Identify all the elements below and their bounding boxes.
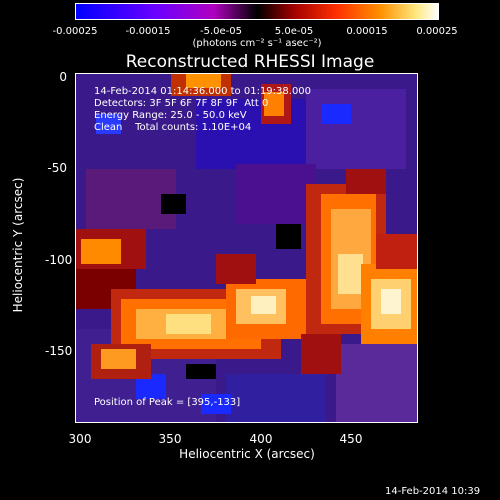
y-tick: -100: [45, 253, 73, 267]
clean-counts-label: Clean Total counts: 1.10E+04: [94, 122, 252, 133]
y-tick: -50: [47, 161, 67, 175]
plot-timestamp: 14-Feb-2014 10:39: [385, 486, 481, 497]
x-axis-label: Heliocentric X (arcsec): [179, 447, 315, 461]
rhessi-image-map: [76, 74, 417, 422]
x-tick: 300: [68, 432, 92, 446]
energy-range-label: Energy Range: 25.0 - 50.0 keV: [94, 110, 247, 121]
colorbar-tick: 0.00015: [346, 26, 388, 37]
colorbar-tick: -0.00025: [52, 26, 98, 37]
colorbar-tick: -0.00015: [125, 26, 171, 37]
colorbar-tick: -5.0e-05: [200, 26, 242, 37]
colorbar: [75, 3, 439, 20]
colorbar-tick: 0.00025: [416, 26, 458, 37]
colorbar-tick: 5.0e-05: [274, 26, 314, 37]
image-title: Reconstructed RHESSI Image: [125, 52, 375, 72]
colorbar-units: (photons cm⁻² s⁻¹ asec⁻²): [192, 38, 322, 49]
time-range-label: 14-Feb-2014 01:14:36.000 to 01:19:38.000: [94, 86, 312, 97]
y-tick: -150: [45, 344, 73, 358]
y-tick: 0: [59, 70, 67, 84]
x-tick: 350: [158, 432, 182, 446]
rhessi-image: 14-Feb-2014 01:14:36.000 to 01:19:38.000…: [75, 73, 418, 423]
x-tick: 400: [249, 432, 273, 446]
x-tick: 450: [339, 432, 363, 446]
y-axis-label: Heliocentric Y (arcsec): [11, 177, 25, 313]
detectors-label: Detectors: 3F 5F 6F 7F 8F 9F Att 0: [94, 98, 269, 109]
peak-position-label: Position of Peak = [395,-133]: [94, 397, 241, 408]
